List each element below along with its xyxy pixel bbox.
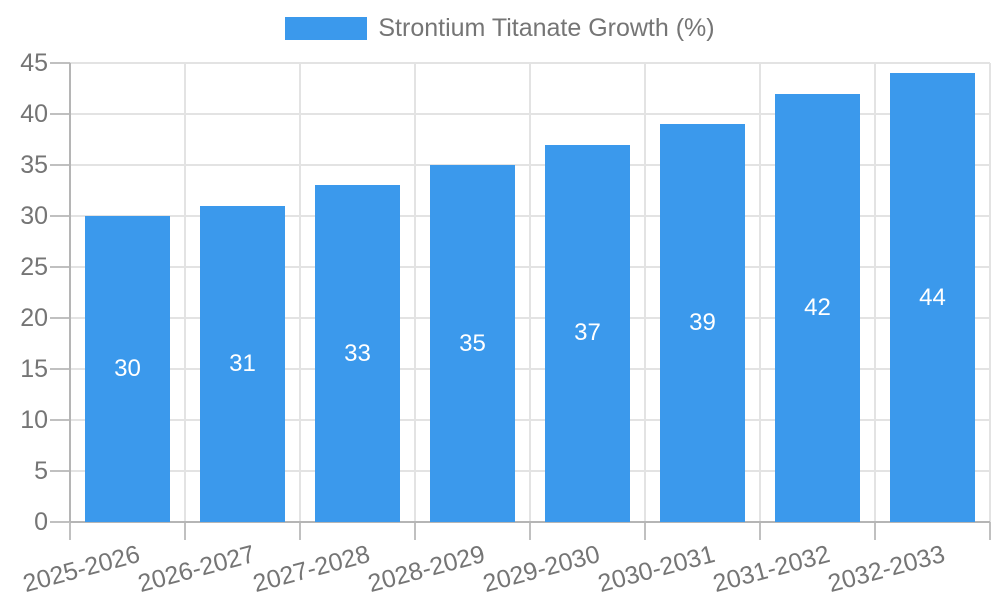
bar[interactable] (430, 165, 515, 522)
x-axis-category-label: 2031-2032 (710, 540, 833, 598)
x-axis-tick (874, 522, 876, 540)
x-axis-category-label: 2028-2029 (365, 540, 488, 598)
y-axis-tick (50, 164, 70, 166)
gridline (644, 63, 646, 522)
y-axis-tick-label: 25 (20, 253, 48, 281)
y-axis-tick-label: 35 (20, 151, 48, 179)
x-axis-tick (989, 522, 991, 540)
x-axis-category-label: 2029-2030 (480, 540, 603, 598)
x-axis-tick (529, 522, 531, 540)
y-axis-tick (50, 521, 70, 523)
x-axis-category-label: 2027-2028 (250, 540, 373, 598)
x-axis-tick (299, 522, 301, 540)
bar-value-label: 30 (114, 355, 141, 382)
y-axis-tick (50, 113, 70, 115)
y-axis-tick-label: 20 (20, 304, 48, 332)
gridline (759, 63, 761, 522)
y-axis-tick (50, 470, 70, 472)
bar[interactable] (315, 185, 400, 522)
y-axis-tick (50, 266, 70, 268)
legend[interactable]: Strontium Titanate Growth (%) (0, 14, 1000, 43)
bar-value-label: 39 (689, 309, 716, 337)
x-axis-tick (644, 522, 646, 540)
y-axis-tick (50, 215, 70, 217)
y-axis-tick (50, 62, 70, 64)
y-axis-tick-label: 40 (20, 100, 48, 128)
y-axis-tick-label: 5 (34, 457, 48, 485)
x-axis-tick (184, 522, 186, 540)
y-axis-tick (50, 368, 70, 370)
x-axis-category-label: 2030-2031 (595, 540, 718, 598)
bar-value-label: 42 (804, 293, 831, 321)
x-axis-category-label: 2026-2027 (135, 540, 258, 598)
gridline (529, 63, 531, 522)
bar-value-label: 35 (459, 329, 486, 357)
x-axis-category-label: 2032-2033 (825, 540, 948, 598)
bar[interactable] (85, 216, 170, 522)
y-axis-tick (50, 419, 70, 421)
gridline (414, 63, 416, 522)
gridline (184, 63, 186, 522)
x-axis-tick (759, 522, 761, 540)
y-axis-tick-label: 45 (20, 49, 48, 77)
legend-swatch (285, 17, 368, 40)
bar-value-label: 44 (919, 283, 946, 311)
bar-value-label: 31 (229, 349, 256, 377)
x-axis-line (70, 521, 990, 523)
bar[interactable] (775, 93, 860, 522)
x-axis-tick (414, 522, 416, 540)
legend-label: Strontium Titanate Growth (%) (378, 14, 715, 42)
bar[interactable] (890, 73, 975, 522)
gridline (299, 63, 301, 522)
bar-value-label: 33 (344, 339, 371, 367)
y-axis-tick-label: 0 (34, 508, 48, 536)
x-axis-tick (69, 522, 71, 540)
y-axis-tick (50, 317, 70, 319)
y-axis-line (69, 63, 71, 522)
y-axis-tick-label: 10 (20, 406, 48, 434)
x-axis-category-label: 2025-2026 (20, 540, 143, 598)
gridline (874, 63, 876, 522)
bar[interactable] (545, 144, 630, 522)
bar[interactable] (200, 205, 285, 522)
y-axis-tick-label: 15 (20, 355, 48, 383)
bar[interactable] (660, 124, 745, 522)
gridline (989, 63, 991, 522)
bar-value-label: 37 (574, 319, 601, 347)
y-axis-tick-label: 30 (20, 202, 48, 230)
